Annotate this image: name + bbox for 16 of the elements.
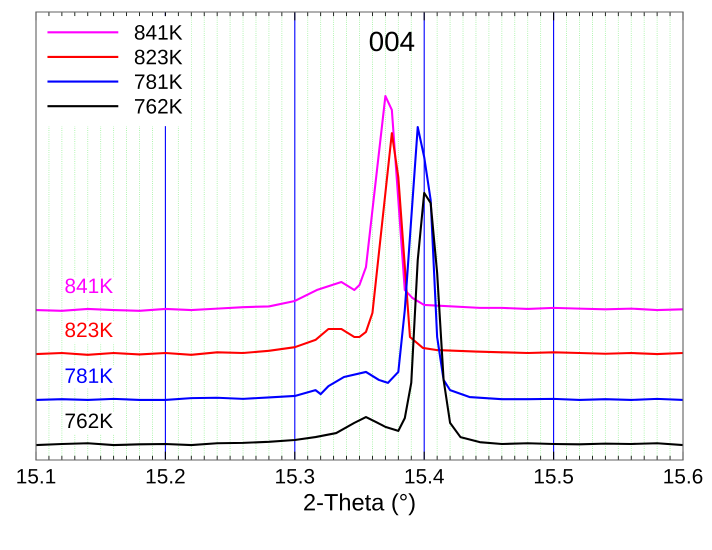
text: 823K (65, 322, 113, 338)
legend-label: 841K (134, 25, 182, 40)
x-tick-label: 15.4 (406, 469, 444, 484)
legend-label: 823K (134, 50, 182, 64)
x-axis-title: 2-Theta (°) (304, 493, 415, 516)
text: 781K (66, 368, 113, 384)
x-tick-label: 15.1 (17, 469, 56, 484)
legend-label: 762K (134, 98, 182, 114)
legend-label: 781K (134, 74, 182, 90)
text: 004 (370, 32, 414, 52)
x-tick-label: 15.3 (276, 468, 314, 484)
text: 841K (65, 278, 113, 294)
x-tick-label: 15.6 (664, 468, 702, 484)
text: 762K (66, 413, 113, 428)
x-tick-label: 15.2 (146, 468, 185, 484)
x-tick-label: 15.5 (534, 469, 573, 484)
